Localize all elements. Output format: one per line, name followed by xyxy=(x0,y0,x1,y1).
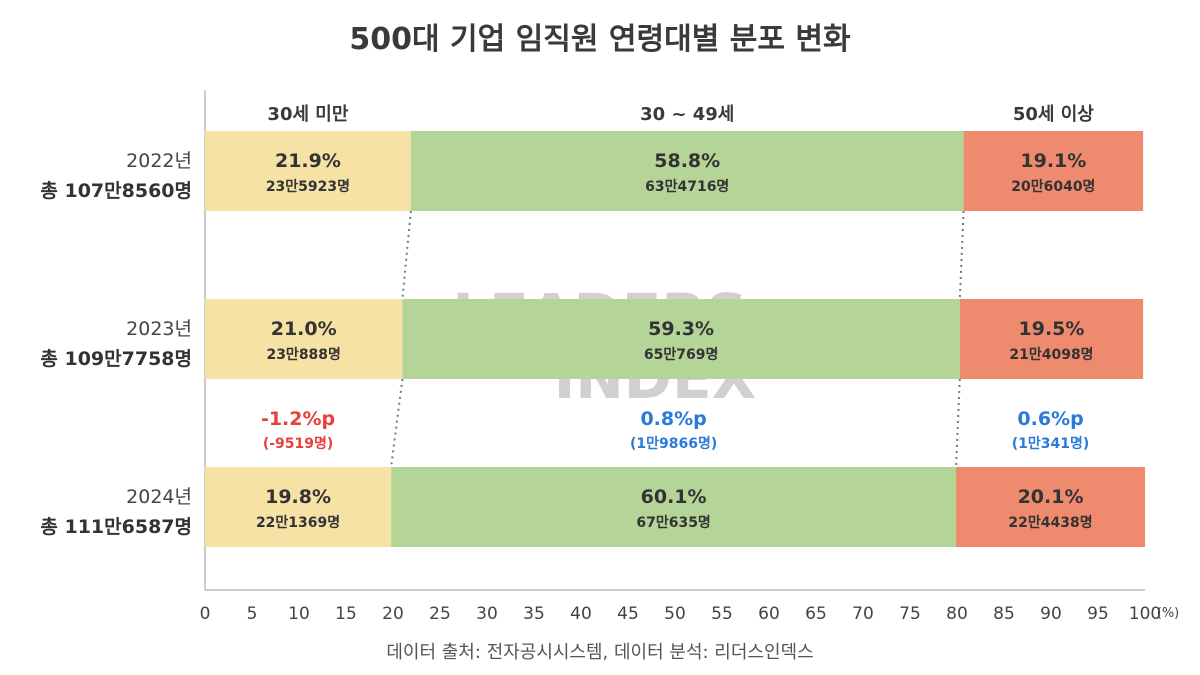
x-tick-label: 55 xyxy=(711,604,733,624)
bar-segment xyxy=(956,467,1145,547)
boundary-connector xyxy=(958,210,965,300)
change-pct-label: 0.6%p xyxy=(1017,408,1083,430)
bar-segment xyxy=(959,299,1144,379)
bar-value-label: 58.8% xyxy=(654,150,720,172)
change-pct-label: -1.2%p xyxy=(261,408,335,430)
bar-count-label: 22만1369명 xyxy=(256,514,340,531)
x-tick-label: 100 xyxy=(1129,604,1161,624)
x-tick-label: 75 xyxy=(899,604,921,624)
bar-segment xyxy=(205,299,403,379)
x-tick-label: 10 xyxy=(288,604,310,624)
bar-segment xyxy=(391,467,957,547)
x-axis-unit: (%) xyxy=(1157,606,1180,621)
bar-count-label: 23만5923명 xyxy=(266,178,350,195)
x-tick-label: 85 xyxy=(993,604,1015,624)
bar-segment xyxy=(205,467,392,547)
boundary-connector xyxy=(401,210,412,300)
chart-title: 500대 기업 임직원 연령대별 분포 변화 xyxy=(349,22,851,57)
bar-count-label: 67만635명 xyxy=(636,514,710,531)
boundary-connector xyxy=(955,378,961,468)
data-source-note: 데이터 출처: 전자공시시스템, 데이터 분석: 리더스인덱스 xyxy=(386,642,814,663)
bar-value-label: 21.0% xyxy=(271,318,337,340)
x-tick-label: 90 xyxy=(1040,604,1062,624)
row-year-label: 2022년 xyxy=(126,150,192,172)
x-tick-label: 0 xyxy=(200,604,211,624)
x-tick-label: 30 xyxy=(476,604,498,624)
category-label: 30세 미만 xyxy=(267,104,348,125)
x-tick-label: 95 xyxy=(1087,604,1109,624)
bar-segment xyxy=(410,131,964,211)
bar-value-label: 19.8% xyxy=(265,486,331,508)
change-count-label: (1만9866명) xyxy=(630,435,717,452)
x-tick-label: 70 xyxy=(852,604,874,624)
x-tick-label: 25 xyxy=(429,604,451,624)
bar-segment xyxy=(205,131,411,211)
bar-segment xyxy=(963,131,1144,211)
boundary-connector xyxy=(390,378,404,468)
row-total-label: 총 109만7758명 xyxy=(40,348,192,370)
bar-count-label: 65만769명 xyxy=(644,346,718,363)
x-tick-label: 5 xyxy=(247,604,258,624)
bar-value-label: 19.5% xyxy=(1019,318,1085,340)
bar-count-label: 20만6040명 xyxy=(1011,178,1095,195)
bar-count-label: 23만888명 xyxy=(266,346,340,363)
x-tick-label: 15 xyxy=(335,604,357,624)
bar-value-label: 59.3% xyxy=(648,318,714,340)
bar-value-label: 19.1% xyxy=(1020,150,1086,172)
bar-value-label: 21.9% xyxy=(275,150,341,172)
x-tick-label: 60 xyxy=(758,604,780,624)
bar-count-label: 63만4716명 xyxy=(645,178,729,195)
category-label: 30 ~ 49세 xyxy=(640,104,734,125)
row-total-label: 총 111만6587명 xyxy=(40,516,192,538)
bar-value-label: 20.1% xyxy=(1018,486,1084,508)
row-total-label: 총 107만8560명 xyxy=(40,180,192,202)
row-year-label: 2024년 xyxy=(126,486,192,508)
bar-count-label: 21만4098명 xyxy=(1009,346,1093,363)
bar-value-label: 60.1% xyxy=(641,486,707,508)
category-label: 50세 이상 xyxy=(1013,104,1094,125)
x-tick-label: 50 xyxy=(664,604,686,624)
x-tick-label: 45 xyxy=(617,604,639,624)
change-count-label: (-9519명) xyxy=(263,435,333,452)
bar-segment xyxy=(402,299,960,379)
change-pct-label: 0.8%p xyxy=(640,408,706,430)
x-tick-label: 65 xyxy=(805,604,827,624)
change-count-label: (1만341명) xyxy=(1012,435,1090,452)
x-tick-label: 35 xyxy=(523,604,545,624)
x-tick-label: 80 xyxy=(946,604,968,624)
bar-count-label: 22만4438명 xyxy=(1008,514,1092,531)
x-tick-label: 20 xyxy=(382,604,404,624)
x-tick-label: 40 xyxy=(570,604,592,624)
row-year-label: 2023년 xyxy=(126,318,192,340)
